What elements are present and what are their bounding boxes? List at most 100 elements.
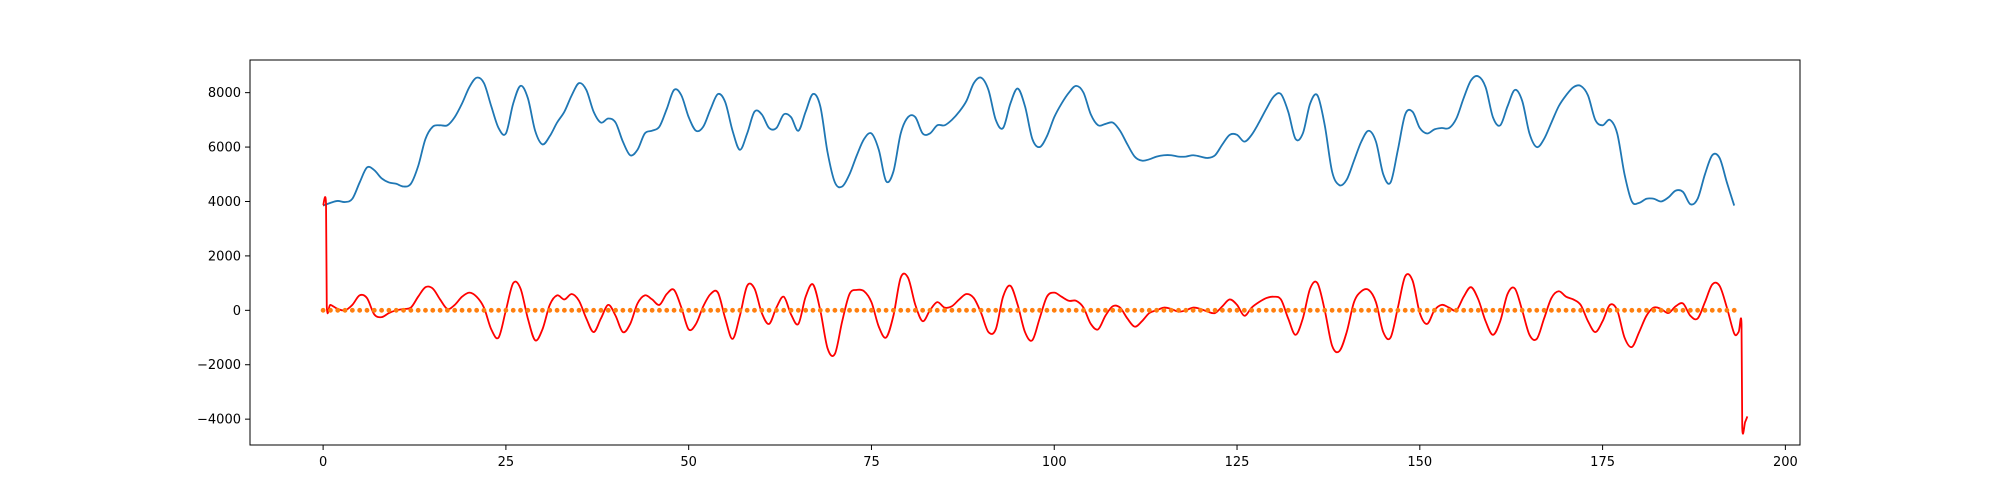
scatter-point	[1146, 307, 1152, 313]
scatter-point	[1475, 307, 1481, 313]
scatter-point	[934, 307, 940, 313]
scatter-point	[927, 307, 933, 313]
scatter-point	[825, 307, 830, 313]
scatter-point	[1051, 307, 1057, 313]
scatter-point	[1622, 307, 1627, 313]
scatter-point	[1256, 307, 1262, 313]
scatter-point	[898, 307, 904, 313]
scatter-point	[1161, 307, 1167, 313]
y-tick-label: 4000	[208, 195, 241, 210]
scatter-point	[1168, 307, 1174, 313]
scatter-point	[839, 307, 845, 313]
x-tick-label: 200	[1773, 455, 1798, 470]
scatter-point	[1015, 307, 1021, 313]
scatter-point	[437, 307, 443, 313]
scatter-point	[1315, 307, 1320, 313]
y-tick-label: −2000	[197, 358, 241, 373]
scatter-point	[905, 307, 911, 313]
scatter-point	[1563, 307, 1569, 313]
x-tick-label: 150	[1407, 455, 1432, 470]
x-tick-label: 0	[319, 455, 327, 470]
scatter-point	[320, 307, 326, 313]
scatter-point	[1402, 307, 1408, 313]
scatter-point	[532, 307, 538, 313]
scatter-point	[1336, 307, 1342, 313]
scatter-point	[861, 307, 867, 313]
scatter-point	[415, 307, 421, 313]
scatter-point	[1534, 307, 1540, 313]
scatter-point	[1241, 307, 1247, 313]
scatter-point	[978, 307, 984, 313]
scatter-point	[949, 307, 955, 313]
scatter-point	[1592, 307, 1598, 313]
scatter-point	[518, 307, 523, 313]
scatter-point	[1088, 307, 1094, 313]
scatter-point	[876, 307, 882, 313]
scatter-point	[1453, 307, 1459, 313]
x-tick-label: 125	[1225, 455, 1250, 470]
x-axis: 0 25 50 75 100 125 150 175 200	[319, 445, 1798, 470]
scatter-point	[1687, 307, 1693, 313]
scatter-point	[481, 307, 487, 313]
scatter-point	[1073, 307, 1079, 313]
scatter-point	[686, 307, 692, 313]
scatter-point	[730, 307, 735, 313]
scatter-point	[1651, 307, 1657, 313]
scatter-point	[1095, 307, 1101, 313]
scatter-point	[1183, 307, 1189, 313]
scatter-point	[1527, 307, 1532, 313]
scatter-point	[1307, 307, 1313, 313]
axes-frame	[249, 59, 1801, 446]
scatter-point	[1000, 307, 1006, 313]
scatter-point	[357, 307, 363, 313]
x-tick-label: 100	[1042, 455, 1067, 470]
scatter-point	[657, 307, 662, 313]
scatter-point	[883, 307, 889, 313]
scatter-point	[795, 307, 801, 313]
scatter-point	[583, 307, 589, 313]
scatter-point	[1614, 307, 1620, 313]
scatter-point	[445, 307, 450, 313]
scatter-point	[664, 307, 670, 313]
scatter-point	[869, 307, 874, 313]
scatter-point	[1373, 307, 1379, 313]
scatter-point	[1329, 307, 1335, 313]
scatter-point	[554, 307, 560, 313]
scatter-point	[349, 307, 355, 313]
x-tick-label: 75	[863, 455, 880, 470]
scatter-point	[635, 307, 640, 313]
scatter-point	[1680, 307, 1686, 313]
scatter-point	[759, 307, 765, 313]
scatter-point	[1007, 307, 1013, 313]
scatter-point	[1724, 307, 1730, 313]
scatter-point	[1022, 307, 1028, 313]
y-tick-label: −4000	[197, 413, 241, 428]
scatter-point	[620, 307, 626, 313]
y-tick-label: 8000	[208, 86, 241, 101]
scatter-point	[1110, 307, 1116, 313]
scatter-point	[788, 307, 794, 313]
scatter-point	[1512, 307, 1518, 313]
scatter-point	[1439, 307, 1445, 313]
x-tick-label: 50	[680, 455, 697, 470]
scatter-point	[1424, 307, 1430, 313]
scatter-point	[371, 307, 377, 313]
scatter-point	[488, 307, 494, 313]
scatter-point	[1556, 307, 1562, 313]
scatter-point	[335, 307, 341, 313]
scatter-point	[1037, 307, 1043, 313]
scatter-point	[466, 307, 472, 313]
scatter-point	[613, 307, 618, 313]
scatter-point	[503, 307, 509, 313]
scatter-point	[1666, 307, 1671, 313]
scatter-point	[1607, 307, 1613, 313]
scatter-point	[1139, 307, 1145, 313]
scatter-point	[386, 307, 392, 313]
scatter-point	[364, 307, 370, 313]
scatter-point	[1285, 307, 1291, 313]
scatter-point	[525, 307, 531, 313]
scatter-point	[1103, 307, 1108, 313]
scatter-point	[1132, 307, 1138, 313]
